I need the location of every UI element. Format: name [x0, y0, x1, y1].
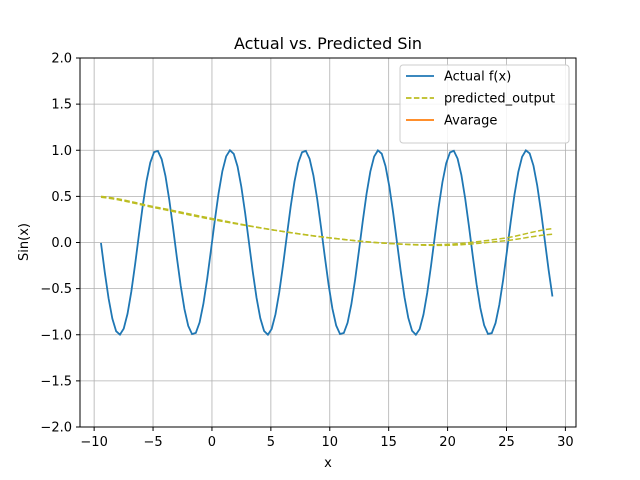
x-tick-label: −5	[143, 435, 162, 450]
y-tick-label: −1.5	[40, 374, 72, 389]
x-tick-label: 10	[321, 435, 338, 450]
x-axis-label: x	[324, 456, 332, 471]
y-tick-label: −2.0	[40, 421, 72, 436]
legend-box	[399, 64, 570, 144]
y-axis-label: Sin(x)	[17, 223, 32, 261]
x-tick-label: 5	[267, 435, 275, 450]
plot-lines	[100, 148, 554, 337]
y-tick-label: 0.0	[51, 236, 72, 251]
legend-entry: Actual f(x)	[444, 70, 511, 85]
legend: Actual f(x) predicted_output Avarage	[399, 64, 570, 144]
x-tick-label: 0	[208, 435, 216, 450]
x-tick-label: 30	[557, 435, 574, 450]
legend-entry: Avarage	[444, 114, 497, 129]
series-line-0	[100, 148, 554, 337]
y-tick-label: 0.5	[51, 190, 72, 205]
y-tick-label: −1.0	[40, 328, 72, 343]
y-tick-label: 1.5	[51, 98, 72, 113]
x-axis-ticks: −10 −5 0 5 10 15 20 25 30	[80, 427, 574, 450]
x-tick-label: −10	[80, 435, 107, 450]
x-tick-label: 15	[380, 435, 397, 450]
x-tick-label: 25	[498, 435, 515, 450]
y-axis-ticks: −2.0 −1.5 −1.0 −0.5 0.0 0.5 1.0 1.5 2.0	[40, 52, 80, 436]
y-tick-label: −0.5	[40, 282, 72, 297]
x-tick-label: 20	[439, 435, 456, 450]
y-tick-label: 1.0	[51, 144, 72, 159]
y-tick-label: 2.0	[51, 52, 72, 67]
series-line-2	[100, 196, 553, 247]
legend-entry: predicted_output	[444, 92, 555, 107]
chart-title: Actual vs. Predicted Sin	[234, 34, 422, 53]
